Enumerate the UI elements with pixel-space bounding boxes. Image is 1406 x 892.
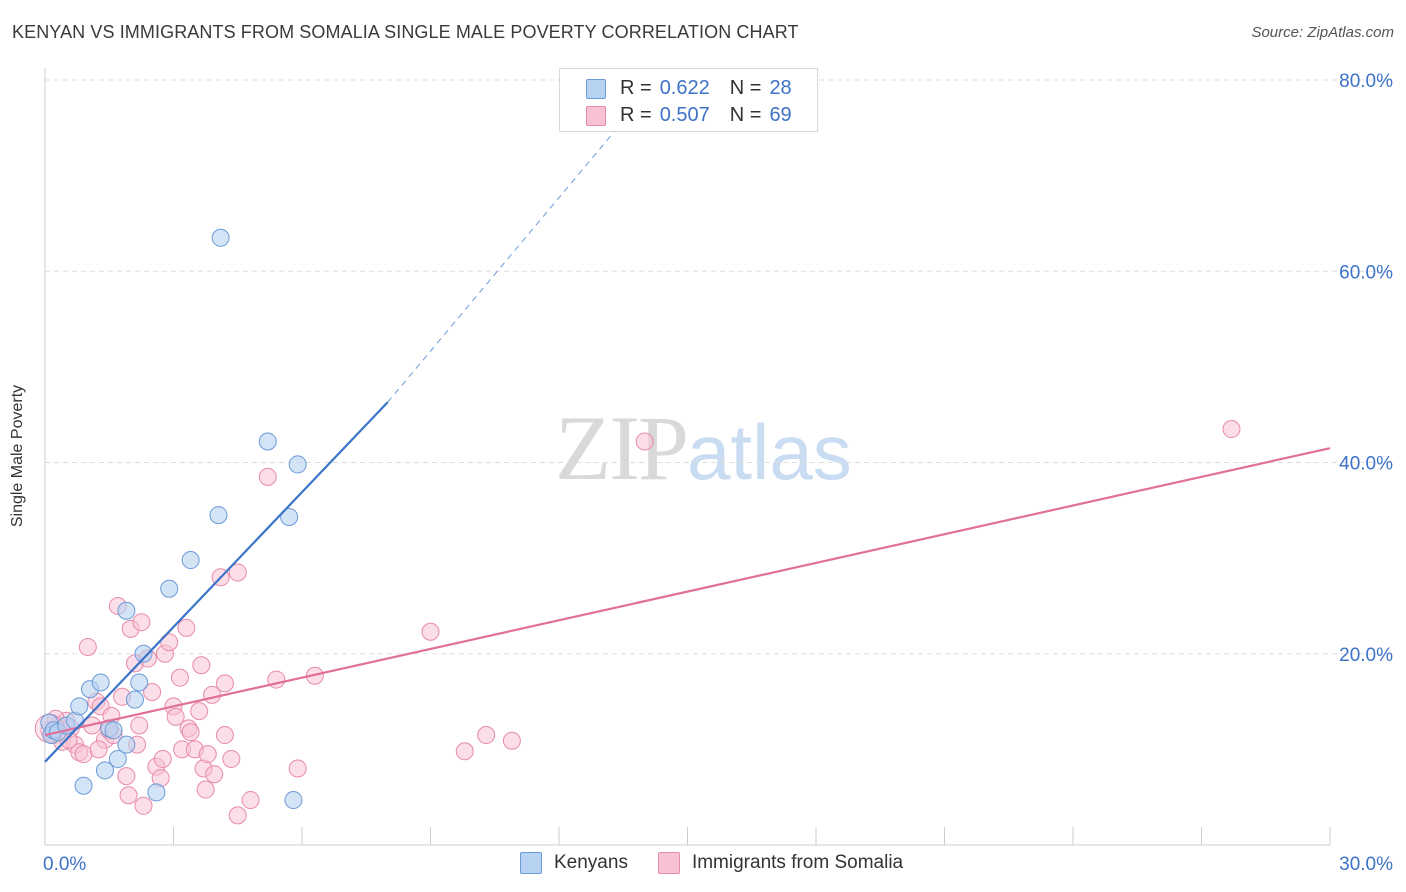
kenyan-point <box>91 673 110 692</box>
somalia-point <box>258 467 277 486</box>
somalia-point <box>132 613 151 632</box>
kenyan-point <box>209 506 228 525</box>
kenyan-point <box>280 508 299 527</box>
somalia-point <box>228 563 247 582</box>
somalia-trendline <box>44 447 1331 737</box>
legend-n-label: N = <box>729 77 762 99</box>
legend-r-value: 0.622 <box>659 77 710 99</box>
kenyan-point <box>104 721 123 740</box>
somalia-point <box>477 726 496 745</box>
somalia-point <box>228 806 247 825</box>
y-tick-label: 40.0% <box>1339 454 1393 475</box>
y-tick-label: 20.0% <box>1339 645 1393 666</box>
watermark-zip: ZIP <box>555 397 689 499</box>
legend-n-label: N = <box>729 104 762 126</box>
kenyan-point <box>125 690 144 709</box>
somalia-point <box>288 759 307 778</box>
legend-swatch-somalia <box>657 852 680 874</box>
series-legend: Kenyans Immigrants from Somalia <box>520 852 933 874</box>
legend-r-label: R = <box>620 104 652 126</box>
kenyan-point <box>160 579 179 598</box>
somalia-point <box>190 702 209 721</box>
axes <box>44 68 1331 846</box>
somalia-point <box>170 668 189 687</box>
legend-label-somalia: Immigrants from Somalia <box>691 852 904 873</box>
somalia-point <box>78 638 97 657</box>
legend-swatch-kenyans <box>520 852 542 874</box>
legend-n-value: 69 <box>769 104 792 126</box>
somalia-point <box>421 622 440 641</box>
kenyan-point <box>181 551 200 570</box>
legend-swatch-somalia <box>586 105 606 126</box>
kenyan-point <box>147 783 166 802</box>
somalia-point <box>177 618 196 637</box>
y-tick-label: 60.0% <box>1339 262 1393 283</box>
somalia-point <box>160 633 179 652</box>
kenyan-point <box>74 776 93 795</box>
somalia-points <box>34 420 1241 825</box>
kenyan-point <box>95 761 114 780</box>
x-tick-label: 30.0% <box>1339 854 1393 875</box>
y-axis-label: Single Male Poverty <box>9 384 26 528</box>
somalia-point <box>455 742 474 761</box>
kenyan-point <box>130 673 149 692</box>
somalia-point <box>119 786 138 805</box>
somalia-point <box>1222 420 1241 439</box>
somalia-point <box>130 716 149 735</box>
kenyan-point <box>211 228 230 247</box>
somalia-point <box>196 780 215 799</box>
kenyan-point <box>70 697 89 716</box>
somalia-point <box>89 740 108 759</box>
chart-title: KENYAN VS IMMIGRANTS FROM SOMALIA SINGLE… <box>12 22 799 42</box>
somalia-point <box>205 765 224 784</box>
somalia-point <box>181 723 200 742</box>
grid-lines <box>45 79 1393 655</box>
watermark: ZIPatlas <box>555 395 852 501</box>
somalia-point <box>241 791 260 810</box>
correlation-legend: R = 0.622 N = 28 R = 0.507 N = 69 <box>559 68 818 132</box>
watermark-atlas: atlas <box>687 408 852 496</box>
legend-n-value: 28 <box>769 77 792 99</box>
x-tick-label: 0.0% <box>43 854 86 875</box>
legend-r-label: R = <box>620 77 652 99</box>
kenyan-point <box>258 432 277 451</box>
somalia-point <box>198 745 217 764</box>
kenyan-points <box>40 228 307 810</box>
legend-row-kenyans: R = 0.622 N = 28 <box>586 77 792 100</box>
somalia-point <box>215 674 234 693</box>
somalia-point <box>134 796 153 815</box>
source-label: Source: ZipAtlas.com <box>1251 24 1394 41</box>
somalia-point <box>222 749 241 768</box>
legend-row-somalia: R = 0.507 N = 69 <box>586 104 792 127</box>
somalia-point <box>74 745 93 764</box>
kenyan-trendline-extension <box>387 79 658 403</box>
kenyan-point <box>117 735 136 754</box>
somalia-point <box>143 683 162 701</box>
tick-labels: 20.0% 40.0% 60.0% 80.0% 0.0% 30.0% <box>43 71 1393 875</box>
trendlines <box>44 79 1331 763</box>
legend-swatch-kenyans <box>586 78 606 99</box>
legend-label-kenyans: Kenyans <box>554 852 628 873</box>
somalia-point <box>117 767 136 786</box>
kenyan-point <box>117 601 136 620</box>
somalia-point <box>192 656 211 675</box>
somalia-point <box>166 707 185 726</box>
kenyan-trendline <box>44 401 389 763</box>
kenyan-point <box>288 455 307 474</box>
legend-item-somalia[interactable]: Immigrants from Somalia <box>657 852 904 874</box>
kenyan-point <box>108 749 127 768</box>
kenyan-point <box>134 644 153 663</box>
legend-r-value: 0.507 <box>659 104 710 126</box>
somalia-point <box>502 731 521 750</box>
somalia-point <box>635 432 654 451</box>
y-tick-label: 80.0% <box>1339 71 1393 92</box>
somalia-point <box>215 726 234 745</box>
somalia-point <box>153 749 172 768</box>
legend-item-kenyans[interactable]: Kenyans <box>520 852 628 874</box>
kenyan-point <box>284 791 303 810</box>
